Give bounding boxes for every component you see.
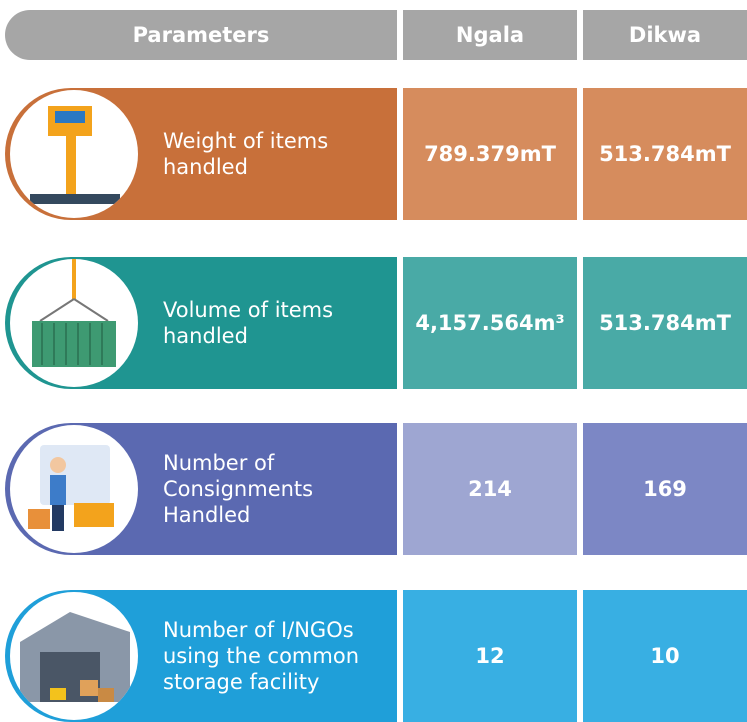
icon: [10, 259, 138, 387]
value-cell: 4,157.564m³: [403, 257, 577, 389]
value-cell: 214: [403, 423, 577, 555]
warehouse-icon: [20, 612, 130, 702]
label-text: Weight of items handled: [163, 129, 329, 179]
header-cell: Ngala: [403, 10, 577, 60]
label-text: Number of Consignments Handled: [163, 451, 314, 527]
consignment-icon: [28, 445, 114, 531]
header-cell: Parameters: [5, 10, 397, 60]
value-cell: 169: [583, 423, 747, 555]
header-cell: Dikwa: [583, 10, 747, 60]
label-text: Number of I/NGOs using the common storag…: [163, 618, 360, 694]
value-cell: 513.784mT: [583, 257, 747, 389]
icon: [10, 90, 138, 218]
container-icon: [32, 259, 116, 367]
value-cell: 789.379mT: [403, 88, 577, 220]
label-text: Volume of items handled: [163, 298, 334, 348]
scale-icon: [30, 106, 120, 204]
icon: [10, 592, 138, 720]
value-cell: 513.784mT: [583, 88, 747, 220]
value-cell: 12: [403, 590, 577, 722]
icon: [10, 425, 138, 553]
value-cell: 10: [583, 590, 747, 722]
